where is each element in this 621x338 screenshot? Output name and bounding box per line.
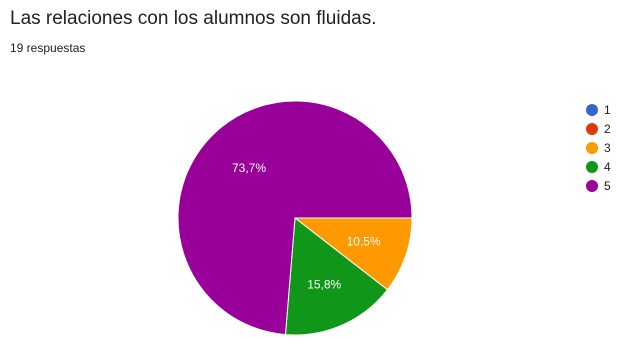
legend-item-4[interactable]: 4	[586, 157, 620, 176]
slice-percent-label-4: 15,8%	[307, 277, 341, 291]
slice-percent-label-5: 73,7%	[232, 161, 266, 175]
legend-label-1: 1	[604, 102, 611, 117]
legend-label-2: 2	[604, 121, 611, 136]
legend-swatch-3	[586, 141, 598, 154]
legend-label-3: 3	[604, 140, 611, 155]
legend-item-5[interactable]: 5	[586, 176, 620, 195]
legend-swatch-5	[586, 179, 598, 192]
legend-item-1[interactable]: 1	[586, 100, 620, 119]
pie-slice-4[interactable]	[284, 217, 389, 336]
legend-label-5: 5	[604, 178, 611, 193]
pie-slice-3[interactable]	[293, 217, 413, 291]
chart-legend: 1 2 3 4 5	[586, 100, 620, 195]
legend-swatch-2	[586, 122, 598, 135]
response-count: 19 respuestas	[10, 41, 86, 55]
legend-swatch-4	[586, 160, 598, 173]
legend-item-2[interactable]: 2	[586, 119, 620, 138]
legend-swatch-1	[586, 103, 598, 116]
question-title: Las relaciones con los alumnos son fluid…	[10, 8, 377, 29]
legend-label-4: 4	[604, 159, 611, 174]
pie-slice-5[interactable]	[177, 100, 413, 336]
legend-item-3[interactable]: 3	[586, 138, 620, 157]
slice-percent-label-3: 10,5%	[347, 235, 381, 249]
